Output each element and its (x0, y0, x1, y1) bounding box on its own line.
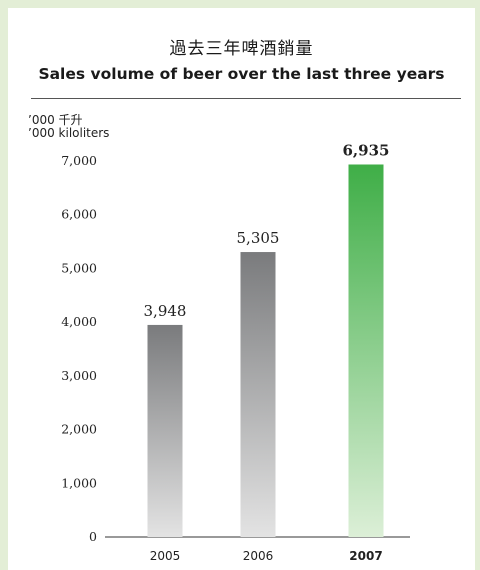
bar-2007 (348, 164, 384, 537)
unit-label-zh: ’000 千升 (28, 113, 83, 127)
y-tick-label: 4,000 (61, 314, 97, 329)
chart-title: 過去三年啤酒銷量 (169, 39, 314, 59)
x-tick-label-2007: 2007 (349, 549, 382, 563)
y-tick-label: 7,000 (61, 153, 97, 168)
y-tick-label: 5,000 (61, 260, 97, 275)
data-label-2006: 5,305 (237, 229, 280, 247)
x-tick-label-2006: 2006 (243, 549, 274, 563)
chart-subtitle: Sales volume of beer over the last three… (38, 65, 445, 83)
y-tick-label: 3,000 (61, 368, 97, 383)
unit-label-en: ’000 kiloliters (28, 126, 110, 140)
y-tick-label: 1,000 (61, 475, 97, 490)
y-tick-label: 0 (89, 529, 97, 544)
y-axis: 0 1,000 2,000 3,000 4,000 5,000 6,000 7,000 (61, 153, 97, 544)
y-tick-label: 6,000 (61, 207, 97, 222)
bar-2006 (240, 252, 276, 537)
y-tick-label: 2,000 (61, 422, 97, 437)
bar-2005 (147, 324, 183, 537)
data-label-2007: 6,935 (343, 141, 390, 159)
bars: 3,948 2005 5,305 2006 6,935 2007 (144, 141, 390, 563)
x-tick-label-2005: 2005 (150, 549, 181, 563)
data-label-2005: 3,948 (144, 302, 187, 320)
title-divider (31, 98, 461, 99)
